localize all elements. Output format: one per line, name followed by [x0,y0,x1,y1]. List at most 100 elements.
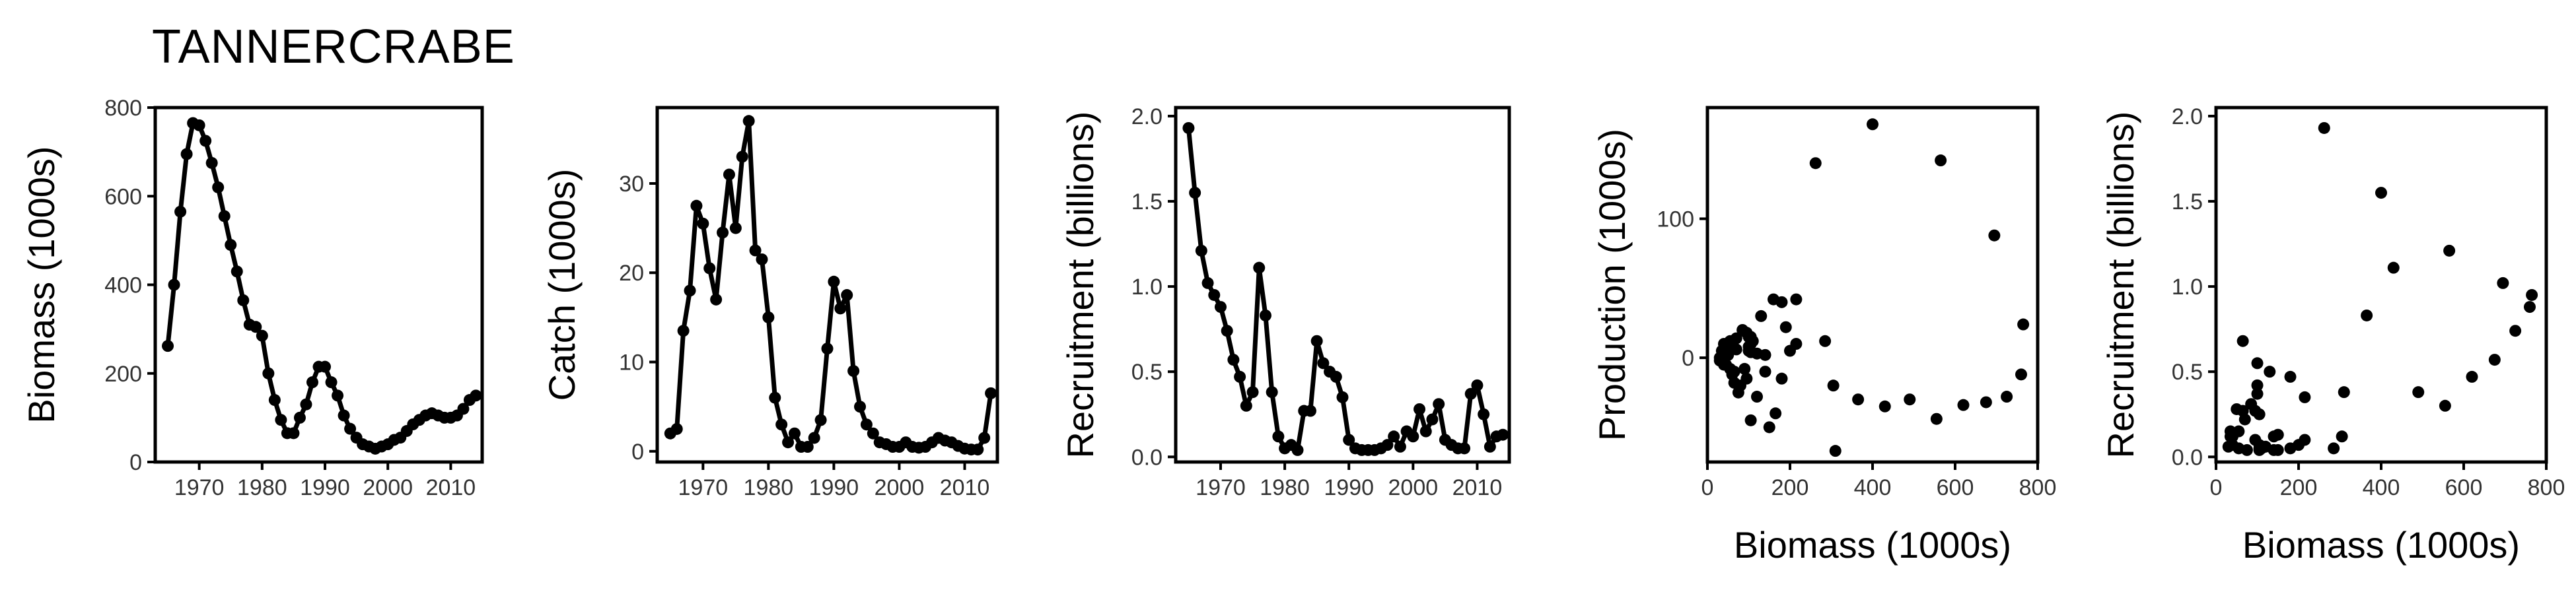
data-point [319,360,332,373]
y-tick-label: 1.5 [1131,189,1163,214]
data-point [1852,393,1865,406]
data-point [985,387,997,399]
data-point [1730,332,1742,345]
data-point [1904,393,1916,406]
data-point [174,205,187,218]
x-tick-label: 400 [2363,475,2400,500]
data-point [723,168,735,181]
data-point [1189,187,1201,199]
data-point [2015,368,2027,381]
y-axis-label: Recruitment (billions) [2100,112,2141,459]
data-point [1291,444,1304,456]
data-point [1730,343,1742,356]
data-point [1419,425,1432,438]
y-tick-label: 2.0 [1131,104,1163,129]
data-point [684,284,696,297]
data-point [1819,335,1832,347]
data-point [2524,301,2536,314]
data-point [293,411,306,424]
data-point [300,398,312,411]
data-point [1227,354,1240,366]
data-point [1484,440,1496,453]
x-tick-label: 2010 [1452,475,1503,500]
data-point [828,275,840,288]
x-tick-label: 1970 [678,475,729,500]
data-point [775,418,788,431]
data-point [2272,428,2284,441]
data-point [250,321,262,333]
data-point [1272,430,1285,443]
y-tick-label: 0 [129,450,142,475]
data-point [2526,288,2538,301]
x-tick-label: 2000 [1388,475,1439,500]
data-point [841,289,853,302]
data-point [814,414,827,426]
data-point [1471,379,1484,391]
data-point [262,367,275,380]
data-point [1426,413,1439,426]
data-point [2001,391,2013,403]
data-point [808,432,820,444]
data-point [2284,370,2297,383]
data-point [344,422,357,435]
data-point [1464,387,1477,400]
data-point [193,119,205,131]
data-point [1980,396,1992,409]
data-point [1768,293,1779,306]
y-tick-label: 200 [104,362,142,387]
y-tick-label: 1.0 [2172,275,2203,300]
x-tick-label: 600 [2445,475,2483,500]
y-tick-label: 0.5 [2172,360,2203,385]
y-axis-label: Production (1000s) [1591,129,1633,441]
data-point [1930,412,1943,425]
data-point [2017,318,2030,331]
data-point [1878,400,1891,412]
data-point [1478,408,1490,420]
x-axis-label: Biomass (1000s) [1734,524,2011,566]
data-point [1829,445,1842,457]
data-point [1779,321,1792,333]
data-point [2264,366,2276,378]
x-tick-label: 600 [1937,475,1974,500]
y-axis-label: Recruitment (billions) [1059,112,1101,459]
data-point [268,394,281,407]
data-point [1304,405,1316,417]
data-point [332,389,344,402]
x-tick-label: 2000 [875,475,925,500]
x-tick-label: 400 [1854,475,1892,500]
data-point [205,156,218,169]
data-point [860,418,873,431]
data-point [1234,370,1246,383]
x-tick-label: 200 [2280,475,2318,500]
x-tick-label: 2010 [940,475,990,500]
data-point [1381,439,1394,451]
y-tick-label: 600 [104,184,142,209]
x-axis-label: Biomass (1000s) [2242,524,2520,566]
data-point [2236,335,2249,347]
data-point [1726,368,1738,381]
data-point [168,279,180,291]
data-point [1201,277,1214,289]
data-point [1214,301,1227,314]
data-point [1266,386,1278,399]
data-point [1394,440,1406,453]
data-point [2222,440,2235,453]
data-point [306,376,318,389]
data-point [237,294,250,306]
data-point [1208,288,1221,301]
chart-panel-4: 0 200 400 600 800 0 100 Production (1000s) Bioma… [1591,106,2056,566]
data-point [756,253,768,265]
data-point [972,444,984,456]
data-point [2488,354,2501,366]
y-tick-label: 100 [1657,207,1694,232]
data-point [2466,370,2478,383]
data-point [225,239,237,251]
data-point [1195,244,1207,257]
data-point [2299,391,2311,403]
data-point [1330,370,1342,383]
data-point [847,365,860,378]
plot-frame [1705,106,2040,464]
data-point [2231,403,2243,415]
data-point [2272,444,2284,456]
